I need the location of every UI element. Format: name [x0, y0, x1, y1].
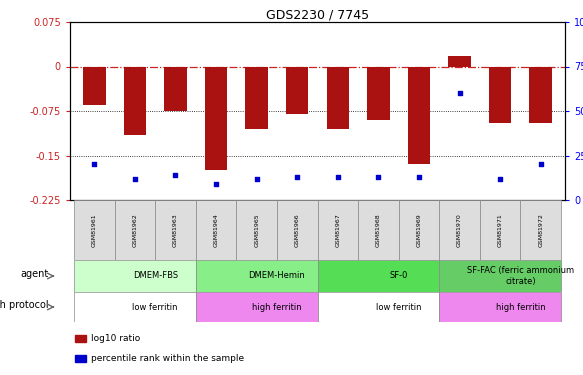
Bar [399, 200, 439, 260]
Text: low ferritin: low ferritin [376, 303, 422, 312]
Point [171, 172, 180, 178]
Bar [196, 200, 236, 260]
Bar [318, 200, 358, 260]
Point [455, 90, 464, 96]
Bar [155, 200, 196, 260]
Point [90, 161, 99, 167]
Text: agent: agent [21, 269, 49, 279]
Text: SF-FAC (ferric ammonium
citrate): SF-FAC (ferric ammonium citrate) [467, 266, 574, 286]
Bar [196, 260, 318, 292]
Text: GSM81972: GSM81972 [538, 213, 543, 247]
Text: SF-0: SF-0 [389, 272, 408, 280]
Text: GSM81966: GSM81966 [295, 213, 300, 247]
Bar [74, 292, 196, 322]
Text: low ferritin: low ferritin [132, 303, 178, 312]
Bar [277, 200, 318, 260]
Point [496, 176, 505, 181]
Bar [480, 200, 521, 260]
Text: GSM81967: GSM81967 [335, 213, 340, 247]
Text: GDS2230 / 7745: GDS2230 / 7745 [266, 8, 369, 21]
Text: DMEM-FBS: DMEM-FBS [133, 272, 178, 280]
Text: GSM81962: GSM81962 [132, 213, 138, 247]
Bar [245, 66, 268, 129]
Text: GSM81965: GSM81965 [254, 213, 259, 247]
Bar [318, 292, 439, 322]
Bar [529, 66, 552, 123]
Point [130, 176, 139, 181]
Bar [439, 200, 480, 260]
Bar [124, 66, 146, 135]
Text: GSM81963: GSM81963 [173, 213, 178, 247]
Text: GSM81971: GSM81971 [497, 213, 503, 247]
Bar [75, 335, 86, 342]
Bar [164, 66, 187, 111]
Bar [489, 66, 511, 123]
Bar [367, 66, 389, 120]
Bar [236, 200, 277, 260]
Bar [205, 66, 227, 170]
Text: GSM81969: GSM81969 [416, 213, 422, 247]
Point [212, 181, 221, 187]
Text: growth protocol: growth protocol [0, 300, 49, 310]
Bar [74, 260, 196, 292]
Text: GSM81961: GSM81961 [92, 213, 97, 247]
Text: DMEM-Hemin: DMEM-Hemin [248, 272, 305, 280]
Bar [83, 66, 106, 105]
Bar [521, 200, 561, 260]
Text: GSM81964: GSM81964 [213, 213, 219, 247]
Text: high ferritin: high ferritin [252, 303, 302, 312]
Bar [75, 355, 86, 362]
Bar [448, 56, 470, 66]
Bar [439, 260, 561, 292]
Text: high ferritin: high ferritin [496, 303, 545, 312]
Text: GSM81970: GSM81970 [457, 213, 462, 247]
Bar [318, 260, 439, 292]
Point [415, 174, 424, 180]
Bar [286, 66, 308, 114]
Point [252, 176, 261, 181]
Bar [74, 200, 115, 260]
Text: GSM81968: GSM81968 [376, 213, 381, 247]
Point [293, 174, 302, 180]
Bar [358, 200, 399, 260]
Bar [196, 292, 318, 322]
Text: percentile rank within the sample: percentile rank within the sample [91, 354, 244, 363]
Point [374, 174, 383, 180]
Text: log10 ratio: log10 ratio [91, 334, 140, 343]
Point [333, 174, 342, 180]
Bar [439, 292, 561, 322]
Bar [326, 66, 349, 129]
Point [536, 161, 545, 167]
Bar [115, 200, 155, 260]
Bar [408, 66, 430, 164]
